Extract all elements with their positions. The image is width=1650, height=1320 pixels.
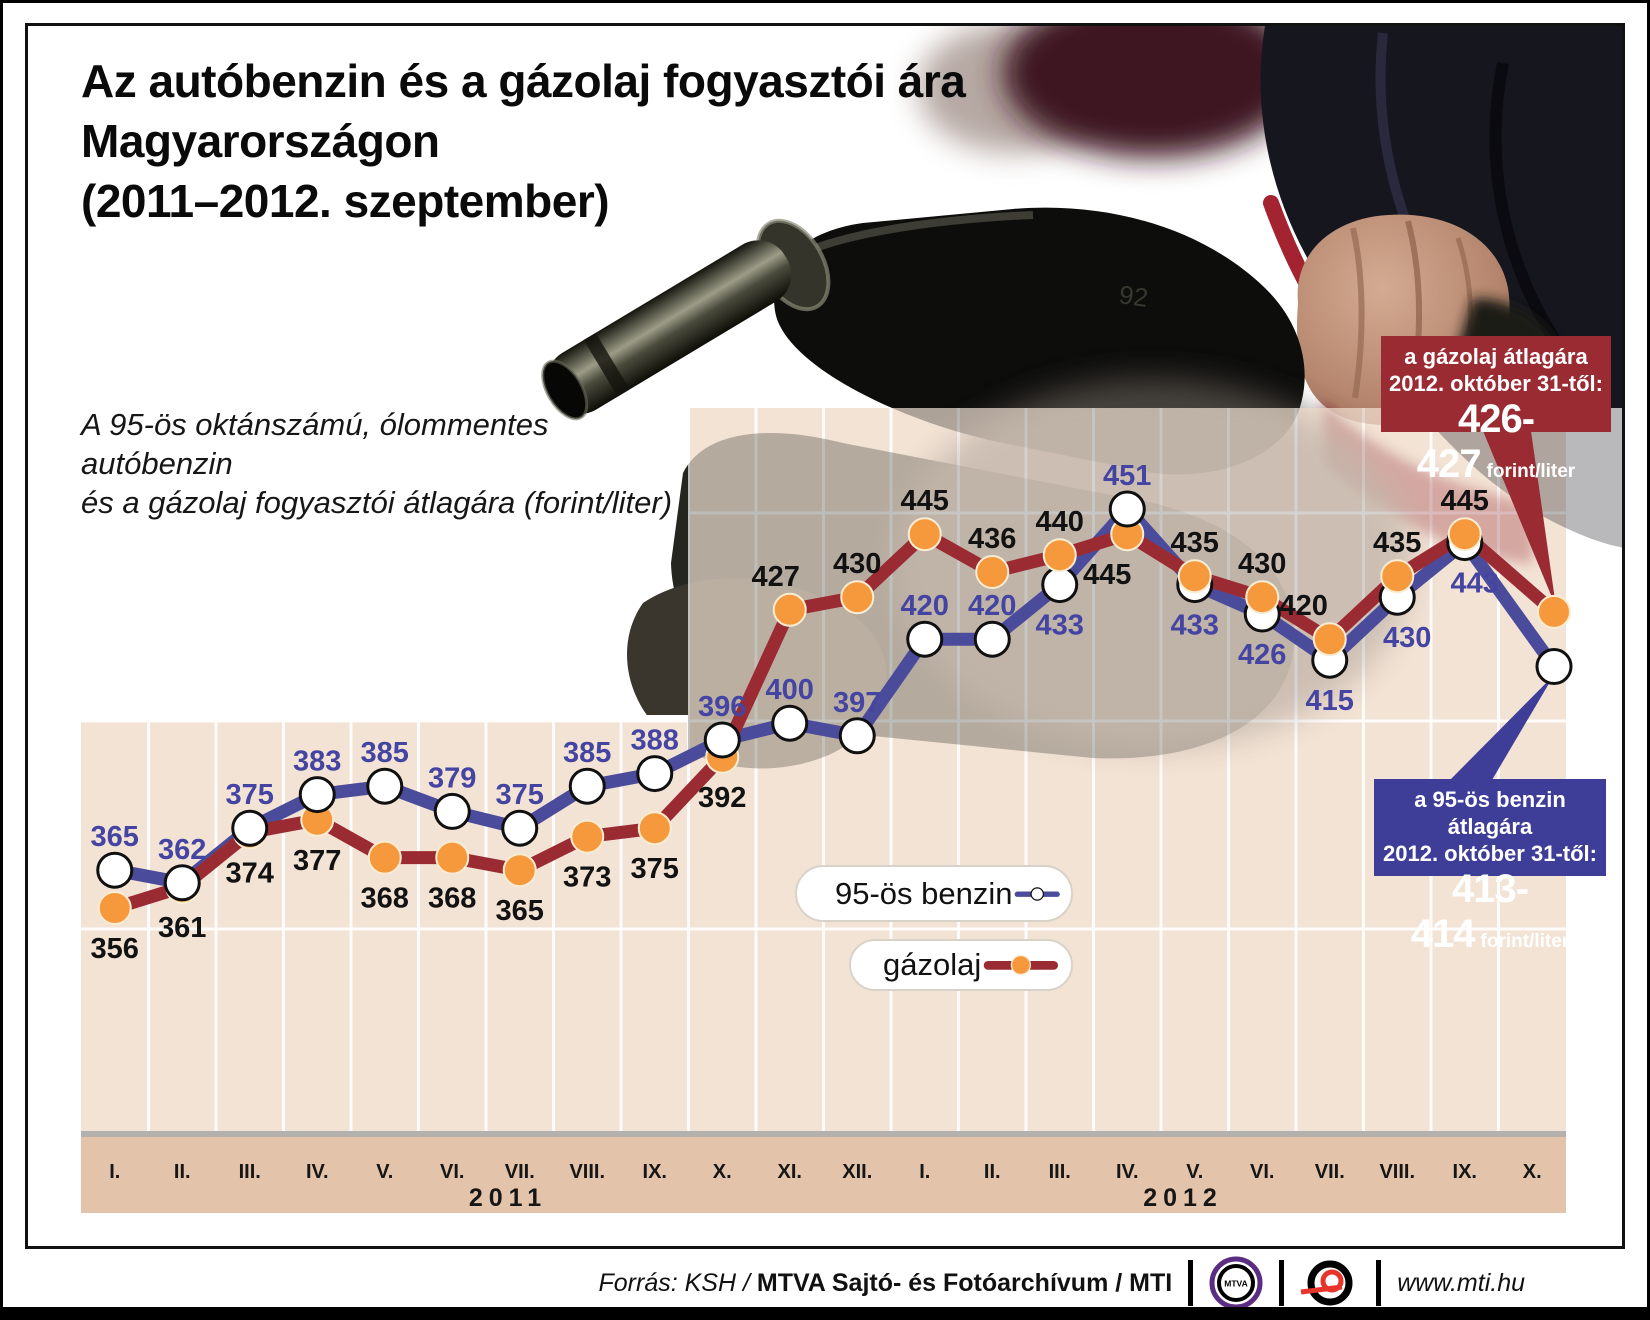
- month-label: XII.: [842, 1161, 873, 1183]
- subtitle-line2: és a gázolaj fogyasztói átlagára (forint…: [81, 485, 673, 520]
- source-credit: Forrás: KSH / MTVA Sajtó- és Fotóarchívu…: [599, 1269, 1173, 1298]
- month-label: I.: [919, 1161, 931, 1183]
- callout-gazolaj-line2: 2012. október 31-től:: [1389, 371, 1603, 396]
- footer-divider: [1376, 1260, 1382, 1306]
- bottom-bar: [3, 1307, 1647, 1317]
- x-axis-strip: [81, 1137, 1566, 1213]
- month-label: VI.: [1250, 1161, 1275, 1183]
- title-line3: (2011–2012. szeptember): [81, 175, 610, 227]
- month-label: X.: [712, 1161, 732, 1183]
- month-label: II.: [173, 1161, 191, 1183]
- mtva-logo-icon: MTVA: [1209, 1256, 1263, 1310]
- year-label-2011: 2011: [468, 1184, 548, 1212]
- title-line1: Az autóbenzin és a gázolaj fogyasztói ár…: [81, 55, 966, 107]
- month-label: II.: [983, 1161, 1001, 1183]
- svg-text:MTVA: MTVA: [1224, 1279, 1247, 1289]
- month-label: VIII.: [569, 1161, 606, 1183]
- month-label: I.: [109, 1161, 121, 1183]
- legend-benzin-swatch: [1014, 886, 1060, 901]
- legend-gazolaj-label: gázolaj: [883, 947, 982, 982]
- month-label: XI.: [777, 1161, 802, 1183]
- white-marker-icon: [1029, 886, 1044, 901]
- source-main: MTVA Sajtó- és Fotóarchívum / MTI: [756, 1268, 1173, 1297]
- year-label-2012: 2012: [1143, 1184, 1223, 1212]
- title-line2: Magyarországon: [81, 115, 440, 167]
- month-label: IV.: [1115, 1161, 1139, 1183]
- legend-item-gazolaj: gázolaj: [849, 939, 1073, 991]
- chart-subtitle: A 95-ös oktánszámú, ólommentes autóbenzi…: [81, 405, 681, 522]
- callout-gazolaj-unit: forint/liter: [1486, 461, 1576, 482]
- month-label: V.: [376, 1161, 394, 1183]
- footer-divider: [1279, 1260, 1285, 1306]
- website-link[interactable]: www.mti.hu: [1397, 1268, 1525, 1297]
- month-label: VI.: [440, 1161, 465, 1183]
- subtitle-line1: A 95-ös oktánszámú, ólommentes autóbenzi…: [81, 407, 549, 481]
- mti-logo-icon: [1300, 1260, 1353, 1306]
- month-label: X.: [1522, 1161, 1542, 1183]
- callout-gazolaj-line1: a gázolaj átlagára: [1404, 344, 1588, 369]
- legend-benzin-label: 95-ös benzin: [835, 875, 1013, 911]
- orange-marker-icon: [1010, 954, 1032, 976]
- axis-separator: [81, 1131, 1566, 1137]
- source-prefix: Forrás: KSH /: [598, 1268, 750, 1297]
- month-label: IX.: [642, 1161, 667, 1183]
- month-label: VIII.: [1379, 1161, 1416, 1183]
- callout-benzin: a 95-ös benzin átlagára 2012. október 31…: [1374, 779, 1606, 956]
- month-label: IV.: [305, 1161, 329, 1183]
- month-label: IX.: [1452, 1161, 1477, 1183]
- month-label: III.: [1048, 1161, 1071, 1183]
- callout-benzin-line1: a 95-ös benzin átlagára: [1414, 787, 1566, 839]
- legend-gazolaj-swatch: [983, 954, 1059, 976]
- footer-divider: [1188, 1260, 1194, 1306]
- footer: Forrás: KSH / MTVA Sajtó- és Fotóarchívu…: [25, 1256, 1625, 1310]
- callout-gazolaj: a gázolaj átlagára 2012. október 31-től:…: [1381, 336, 1611, 486]
- month-label: V.: [1186, 1161, 1204, 1183]
- month-label: VII.: [504, 1161, 535, 1183]
- month-label: VII.: [1314, 1161, 1345, 1183]
- month-label: III.: [238, 1161, 261, 1183]
- legend-item-benzin: 95-ös benzin: [795, 865, 1073, 922]
- page-title: Az autóbenzin és a gázolaj fogyasztói ár…: [81, 51, 981, 231]
- callout-benzin-unit: forint/liter: [1480, 931, 1570, 952]
- callout-benzin-line2: 2012. október 31-től:: [1383, 841, 1597, 866]
